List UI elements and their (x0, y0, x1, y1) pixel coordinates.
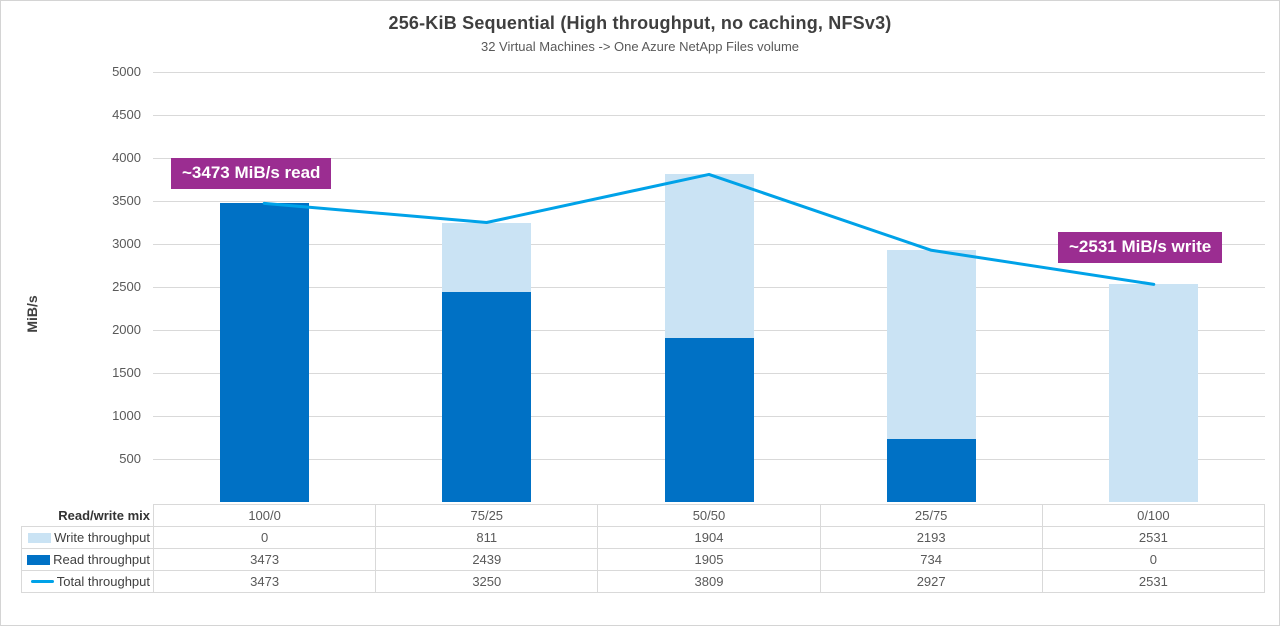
total-throughput-line (262, 172, 1156, 286)
series-label: Write throughput (54, 530, 150, 545)
table-row-categories: Read/write mix 100/0 75/25 50/50 25/75 0/100 (22, 504, 1266, 527)
y-axis-tick: 4500 (112, 107, 141, 122)
read-throughput-annotation: ~3473 MiB/s read (171, 158, 332, 189)
write-bar-segment-25/75 (886, 250, 976, 439)
y-axis-tick: 3500 (112, 193, 141, 208)
table-cell: 1905 (597, 548, 821, 571)
read-bar-segment-75/25 (442, 292, 532, 502)
table-cell: 0/100 (1041, 504, 1266, 527)
table-row-write-throughput: Write throughput 0 811 1904 2193 2531 (21, 526, 1266, 549)
table-row-label: Total throughput (21, 570, 154, 593)
y-axis-tick: 1000 (112, 408, 141, 423)
table-row-total-throughput: Total throughput 3473 3250 3809 2927 2531 (21, 570, 1266, 593)
table-cell: 0 (1041, 548, 1266, 571)
write-bar-segment-0/100 (1109, 284, 1199, 502)
table-cell: 811 (375, 526, 599, 549)
table-cell: 2193 (819, 526, 1043, 549)
read-bar-segment-100/0 (219, 203, 309, 502)
write-bar-segment-75/25 (442, 222, 532, 293)
series-label: Read throughput (53, 552, 150, 567)
table-cell: 50/50 (597, 504, 821, 527)
total-line-layer (262, 172, 1156, 286)
gridline (153, 158, 1265, 159)
gridline (153, 72, 1265, 73)
table-cell: 2531 (1041, 526, 1266, 549)
series-label: Total throughput (56, 574, 150, 589)
plot-area (153, 72, 1265, 502)
chart-subtitle: 32 Virtual Machines -> One Azure NetApp … (480, 39, 800, 54)
write-bar-segment-50/50 (664, 174, 754, 339)
table-row-label: Read throughput (21, 548, 154, 571)
table-cell: 2927 (819, 570, 1043, 593)
table-cell: 75/25 (375, 504, 599, 527)
table-cell: 1904 (597, 526, 821, 549)
table-cell: 3809 (597, 570, 821, 593)
data-table: Read/write mix 100/0 75/25 50/50 25/75 0/100 W… (21, 504, 1266, 593)
table-cell: 3473 (152, 548, 377, 571)
y-axis-tick: 2000 (112, 322, 141, 337)
table-cell: 0 (152, 526, 377, 549)
gridline (153, 115, 1265, 116)
y-axis-tick: 1500 (112, 365, 141, 380)
table-cell: 2531 (1041, 570, 1266, 593)
table-cell: 3473 (152, 570, 377, 593)
y-axis-tick: 3000 (112, 236, 141, 251)
y-axis-tick: 2500 (112, 279, 141, 294)
page-title: 256-KiB Sequential (High throughput, no … (388, 13, 892, 33)
y-axis-ticks: 500 1000 1500 2000 2500 3000 3500 4000 4500 5000 (1, 64, 141, 502)
y-axis-tick: 5000 (112, 64, 141, 79)
write-throughput-annotation: ~2531 MiB/s write (1058, 232, 1223, 263)
total-throughput-legend-icon (30, 580, 54, 583)
table-cell: 3250 (375, 570, 599, 593)
y-axis-tick: 500 (119, 451, 141, 466)
table-row-header-read-write-mix: Read/write mix (58, 507, 150, 523)
table-row-label: Write throughput (21, 526, 154, 549)
table-cell: 25/75 (819, 504, 1043, 527)
table-cell: 100/0 (152, 504, 377, 527)
write-throughput-legend-icon (28, 532, 52, 543)
table-row-read-throughput: Read throughput 3473 2439 1905 734 0 (21, 548, 1266, 571)
table-cell: 734 (819, 548, 1043, 571)
read-bar-segment-25/75 (886, 438, 976, 502)
read-throughput-legend-icon (27, 554, 51, 565)
read-bar-segment-50/50 (664, 338, 754, 502)
table-cell: 2439 (375, 548, 599, 571)
y-axis-tick: 4000 (112, 150, 141, 165)
